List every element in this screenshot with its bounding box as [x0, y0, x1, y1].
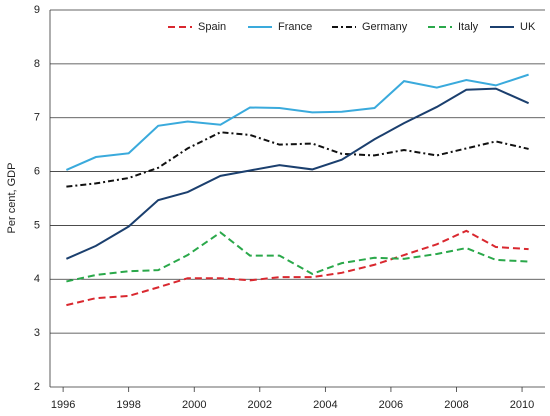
- x-tick-label: 2006: [379, 399, 403, 411]
- x-tick-label: 2002: [248, 399, 272, 411]
- legend-label: Italy: [458, 21, 479, 33]
- line-series: [66, 229, 529, 307]
- y-tick-label: 3: [34, 327, 40, 339]
- line-series: [66, 231, 529, 283]
- y-tick-label: 4: [34, 273, 40, 285]
- y-tick-label: 9: [34, 4, 40, 16]
- y-tick-label: 5: [34, 219, 40, 231]
- x-tick-label: 2010: [510, 399, 534, 411]
- y-tick-label: 7: [34, 112, 40, 124]
- x-tick-label: 1996: [51, 399, 75, 411]
- y-tick-label: 6: [34, 165, 40, 177]
- line-series: [66, 131, 529, 188]
- y-tick-label: 2: [34, 381, 40, 393]
- x-tick-label: 2000: [182, 399, 206, 411]
- x-tick-label: 2004: [313, 399, 337, 411]
- x-tick-label: 2008: [444, 399, 468, 411]
- legend-label: Spain: [198, 21, 226, 33]
- line-series: [65, 73, 529, 171]
- line-series: [65, 87, 530, 260]
- legend-label: Germany: [362, 21, 408, 33]
- legend-label: UK: [520, 21, 536, 33]
- y-tick-label: 8: [34, 58, 40, 70]
- legend-label: France: [278, 21, 312, 33]
- y-axis-label: Per cent, GDP: [6, 163, 18, 234]
- x-tick-label: 1998: [116, 399, 140, 411]
